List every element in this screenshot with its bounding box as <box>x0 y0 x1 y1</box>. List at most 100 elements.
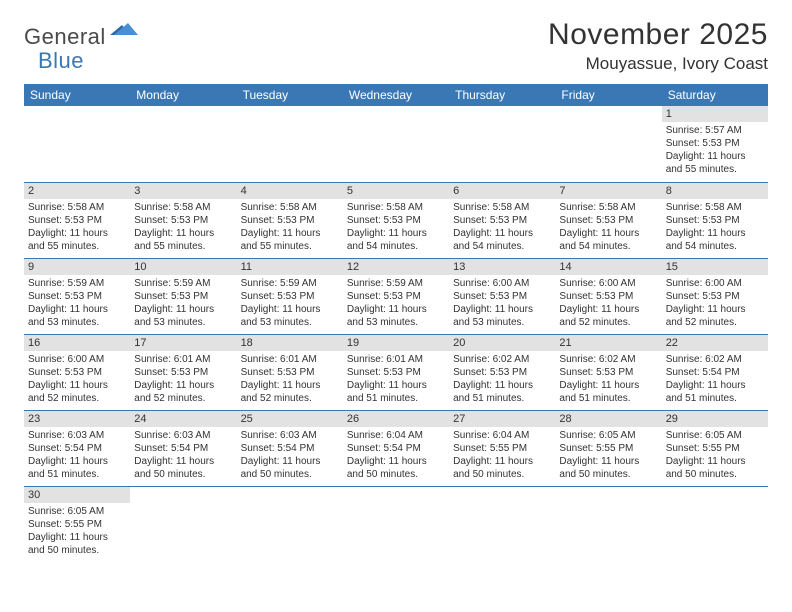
calendar-cell: 19Sunrise: 6:01 AMSunset: 5:53 PMDayligh… <box>343 334 449 410</box>
logo-text-blue: Blue <box>38 48 84 73</box>
day-header: Friday <box>555 84 661 106</box>
calendar-cell: 1Sunrise: 5:57 AMSunset: 5:53 PMDaylight… <box>662 106 768 182</box>
sunset-line: Sunset: 5:54 PM <box>241 442 339 455</box>
day-details: Sunrise: 6:02 AMSunset: 5:53 PMDaylight:… <box>449 351 555 409</box>
day-number: 10 <box>130 259 236 275</box>
calendar-cell <box>130 486 236 562</box>
daylight-line: Daylight: 11 hours and 55 minutes. <box>28 227 126 253</box>
header: General November 2025 Mouyassue, Ivory C… <box>24 18 768 74</box>
day-details: Sunrise: 5:59 AMSunset: 5:53 PMDaylight:… <box>130 275 236 333</box>
calendar-cell: 6Sunrise: 5:58 AMSunset: 5:53 PMDaylight… <box>449 182 555 258</box>
sunset-line: Sunset: 5:53 PM <box>347 366 445 379</box>
daylight-line: Daylight: 11 hours and 52 minutes. <box>134 379 232 405</box>
calendar-cell: 5Sunrise: 5:58 AMSunset: 5:53 PMDaylight… <box>343 182 449 258</box>
sunrise-line: Sunrise: 6:00 AM <box>453 277 551 290</box>
calendar-cell: 2Sunrise: 5:58 AMSunset: 5:53 PMDaylight… <box>24 182 130 258</box>
calendar-cell <box>662 486 768 562</box>
calendar-week: 23Sunrise: 6:03 AMSunset: 5:54 PMDayligh… <box>24 410 768 486</box>
calendar-cell: 16Sunrise: 6:00 AMSunset: 5:53 PMDayligh… <box>24 334 130 410</box>
day-details: Sunrise: 6:03 AMSunset: 5:54 PMDaylight:… <box>24 427 130 485</box>
daylight-line: Daylight: 11 hours and 52 minutes. <box>559 303 657 329</box>
calendar-cell <box>130 106 236 182</box>
day-number: 8 <box>662 183 768 199</box>
calendar-cell: 26Sunrise: 6:04 AMSunset: 5:54 PMDayligh… <box>343 410 449 486</box>
day-number: 2 <box>24 183 130 199</box>
calendar-cell: 28Sunrise: 6:05 AMSunset: 5:55 PMDayligh… <box>555 410 661 486</box>
sunrise-line: Sunrise: 6:03 AM <box>28 429 126 442</box>
sunrise-line: Sunrise: 6:02 AM <box>559 353 657 366</box>
day-details: Sunrise: 6:01 AMSunset: 5:53 PMDaylight:… <box>130 351 236 409</box>
day-details: Sunrise: 6:03 AMSunset: 5:54 PMDaylight:… <box>237 427 343 485</box>
sunset-line: Sunset: 5:55 PM <box>28 518 126 531</box>
sunrise-line: Sunrise: 5:58 AM <box>666 201 764 214</box>
daylight-line: Daylight: 11 hours and 51 minutes. <box>453 379 551 405</box>
day-details: Sunrise: 6:03 AMSunset: 5:54 PMDaylight:… <box>130 427 236 485</box>
daylight-line: Daylight: 11 hours and 55 minutes. <box>134 227 232 253</box>
sunrise-line: Sunrise: 6:04 AM <box>453 429 551 442</box>
day-details: Sunrise: 6:04 AMSunset: 5:55 PMDaylight:… <box>449 427 555 485</box>
sunrise-line: Sunrise: 6:04 AM <box>347 429 445 442</box>
sunrise-line: Sunrise: 5:59 AM <box>28 277 126 290</box>
sunset-line: Sunset: 5:53 PM <box>666 214 764 227</box>
day-number: 6 <box>449 183 555 199</box>
day-number: 30 <box>24 487 130 503</box>
daylight-line: Daylight: 11 hours and 50 minutes. <box>666 455 764 481</box>
calendar-cell: 9Sunrise: 5:59 AMSunset: 5:53 PMDaylight… <box>24 258 130 334</box>
day-details: Sunrise: 5:57 AMSunset: 5:53 PMDaylight:… <box>662 122 768 180</box>
day-number: 29 <box>662 411 768 427</box>
day-details: Sunrise: 6:01 AMSunset: 5:53 PMDaylight:… <box>343 351 449 409</box>
sunset-line: Sunset: 5:53 PM <box>666 137 764 150</box>
day-number: 13 <box>449 259 555 275</box>
daylight-line: Daylight: 11 hours and 53 minutes. <box>134 303 232 329</box>
calendar-cell <box>449 486 555 562</box>
daylight-line: Daylight: 11 hours and 53 minutes. <box>28 303 126 329</box>
sunrise-line: Sunrise: 6:00 AM <box>666 277 764 290</box>
sunrise-line: Sunrise: 5:58 AM <box>453 201 551 214</box>
sunset-line: Sunset: 5:53 PM <box>347 290 445 303</box>
calendar-cell <box>237 486 343 562</box>
day-details: Sunrise: 5:58 AMSunset: 5:53 PMDaylight:… <box>662 199 768 257</box>
daylight-line: Daylight: 11 hours and 51 minutes. <box>28 455 126 481</box>
sunrise-line: Sunrise: 5:59 AM <box>134 277 232 290</box>
calendar-week: 16Sunrise: 6:00 AMSunset: 5:53 PMDayligh… <box>24 334 768 410</box>
daylight-line: Daylight: 11 hours and 50 minutes. <box>134 455 232 481</box>
day-details: Sunrise: 5:58 AMSunset: 5:53 PMDaylight:… <box>24 199 130 257</box>
day-header: Monday <box>130 84 236 106</box>
sunrise-line: Sunrise: 5:59 AM <box>347 277 445 290</box>
calendar-week: 2Sunrise: 5:58 AMSunset: 5:53 PMDaylight… <box>24 182 768 258</box>
sunset-line: Sunset: 5:53 PM <box>453 366 551 379</box>
sunset-line: Sunset: 5:53 PM <box>559 366 657 379</box>
day-header: Tuesday <box>237 84 343 106</box>
sunset-line: Sunset: 5:54 PM <box>134 442 232 455</box>
day-number: 28 <box>555 411 661 427</box>
calendar-cell: 10Sunrise: 5:59 AMSunset: 5:53 PMDayligh… <box>130 258 236 334</box>
daylight-line: Daylight: 11 hours and 50 minutes. <box>28 531 126 557</box>
sunrise-line: Sunrise: 5:58 AM <box>559 201 657 214</box>
calendar-week: 1Sunrise: 5:57 AMSunset: 5:53 PMDaylight… <box>24 106 768 182</box>
calendar-cell: 8Sunrise: 5:58 AMSunset: 5:53 PMDaylight… <box>662 182 768 258</box>
day-number: 20 <box>449 335 555 351</box>
calendar-cell: 25Sunrise: 6:03 AMSunset: 5:54 PMDayligh… <box>237 410 343 486</box>
sunrise-line: Sunrise: 6:01 AM <box>241 353 339 366</box>
day-number: 14 <box>555 259 661 275</box>
daylight-line: Daylight: 11 hours and 55 minutes. <box>666 150 764 176</box>
sunrise-line: Sunrise: 6:02 AM <box>453 353 551 366</box>
day-header: Sunday <box>24 84 130 106</box>
calendar-cell: 22Sunrise: 6:02 AMSunset: 5:54 PMDayligh… <box>662 334 768 410</box>
daylight-line: Daylight: 11 hours and 50 minutes. <box>241 455 339 481</box>
calendar-cell: 18Sunrise: 6:01 AMSunset: 5:53 PMDayligh… <box>237 334 343 410</box>
sunset-line: Sunset: 5:53 PM <box>134 366 232 379</box>
logo-blue-wrap: Blue <box>38 48 84 74</box>
daylight-line: Daylight: 11 hours and 54 minutes. <box>666 227 764 253</box>
calendar-cell <box>237 106 343 182</box>
sunrise-line: Sunrise: 6:03 AM <box>134 429 232 442</box>
calendar-cell: 20Sunrise: 6:02 AMSunset: 5:53 PMDayligh… <box>449 334 555 410</box>
daylight-line: Daylight: 11 hours and 51 minutes. <box>559 379 657 405</box>
sunrise-line: Sunrise: 5:58 AM <box>347 201 445 214</box>
day-details: Sunrise: 5:59 AMSunset: 5:53 PMDaylight:… <box>24 275 130 333</box>
daylight-line: Daylight: 11 hours and 53 minutes. <box>453 303 551 329</box>
sunset-line: Sunset: 5:53 PM <box>666 290 764 303</box>
sunrise-line: Sunrise: 6:05 AM <box>28 505 126 518</box>
day-number: 15 <box>662 259 768 275</box>
logo-text-general: General <box>24 24 106 50</box>
